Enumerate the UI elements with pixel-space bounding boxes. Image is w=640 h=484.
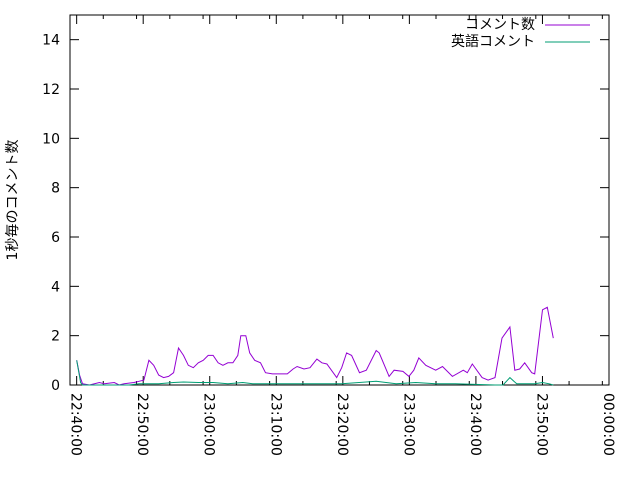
- x-tick-label: 23:40:00: [467, 393, 483, 456]
- plot-border: [69, 14, 610, 386]
- x-tick-label: 23:30:00: [400, 393, 416, 456]
- y-tick-label: 8: [51, 181, 60, 197]
- series-line-1: [76, 360, 554, 386]
- x-tick-label: 23:00:00: [201, 393, 217, 456]
- x-tick-label: 23:10:00: [267, 393, 283, 456]
- y-tick-label: 6: [51, 230, 60, 246]
- y-tick-label: 10: [42, 131, 60, 147]
- x-tick-label: 22:50:00: [134, 393, 150, 456]
- y-tick-label: 12: [42, 82, 60, 98]
- axes: [69, 14, 610, 386]
- x-tick-label: 00:00:00: [600, 393, 616, 456]
- legend-label-0: コメント数: [465, 17, 535, 33]
- legend-label-1: 英語コメント: [451, 33, 535, 50]
- series-lines: [76, 306, 554, 386]
- y-tick-label: 4: [51, 279, 60, 295]
- series-line-0: [76, 306, 554, 386]
- x-tick-label: 23:20:00: [334, 393, 350, 456]
- legend: コメント数 英語コメント: [451, 17, 590, 50]
- y-axis-label: 1秒毎のコメント数: [5, 140, 21, 261]
- y-tick-label: 14: [42, 33, 60, 49]
- x-tick-label: 23:50:00: [533, 393, 549, 456]
- x-tick-label: 22:40:00: [68, 393, 84, 456]
- y-tick-label: 0: [51, 378, 60, 394]
- y-tick-label: 2: [51, 329, 60, 345]
- ticks: 0 2 4 6 8 10 12 14 22:40:00 22:50:00 23:00:00 23:10…: [42, 15, 616, 456]
